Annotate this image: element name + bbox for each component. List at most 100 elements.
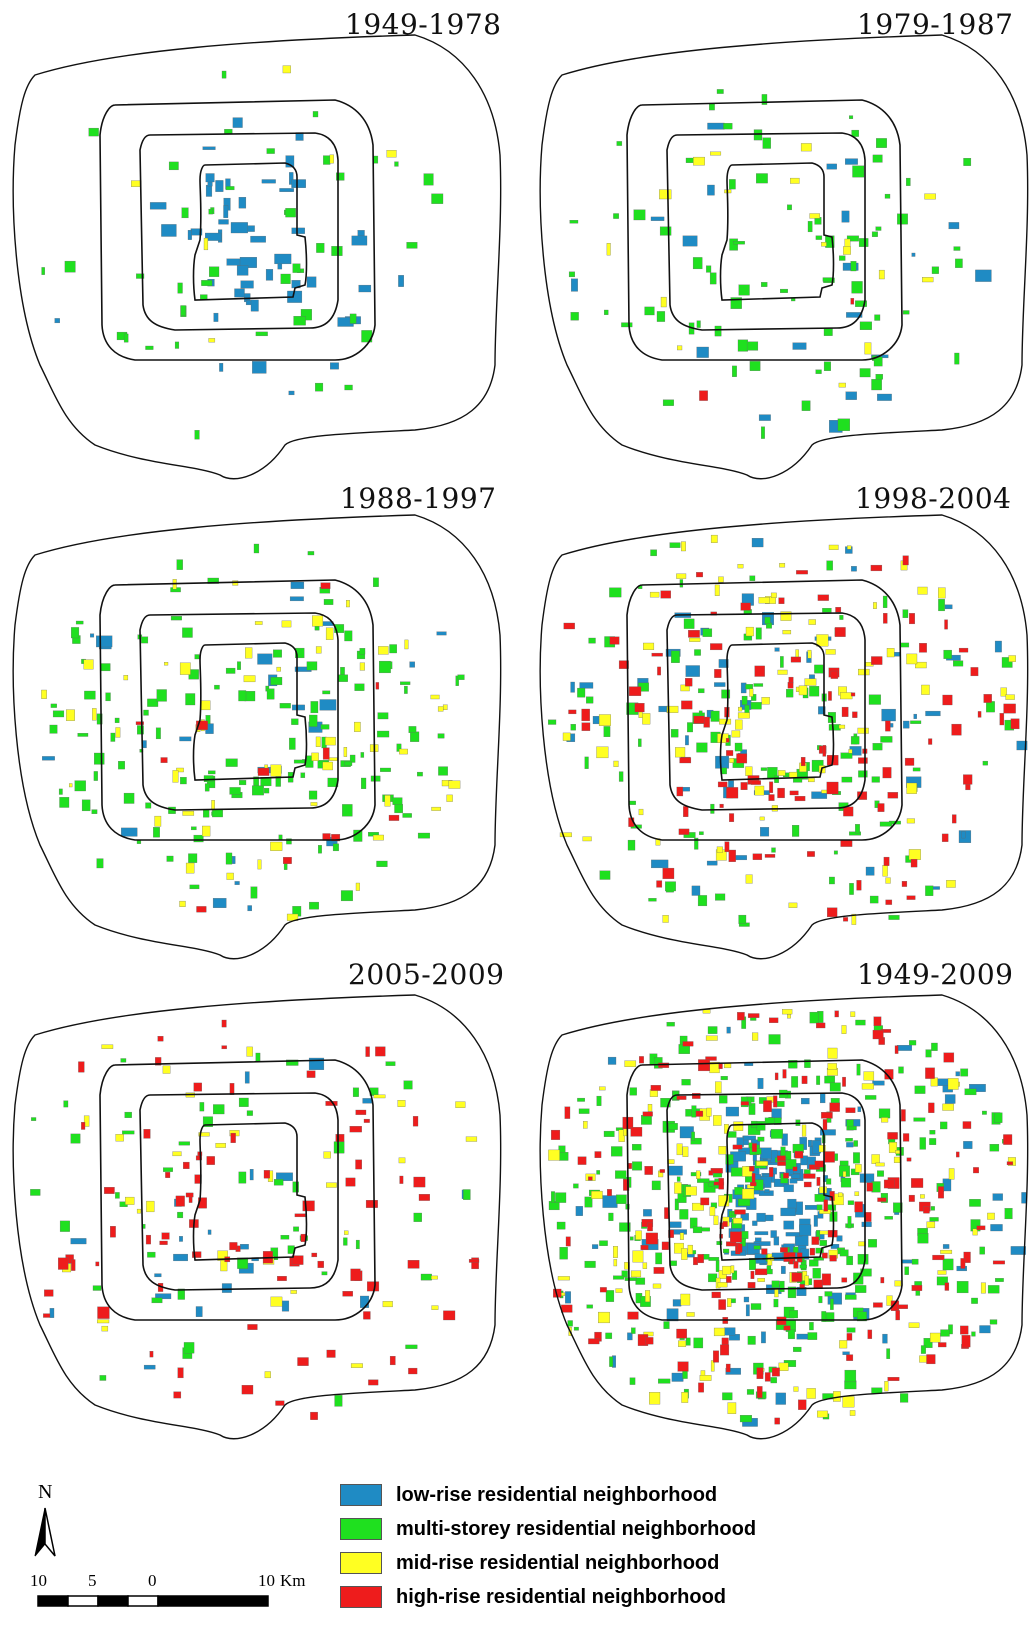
multi-rise-patch [694,649,701,656]
multi-rise-patch [884,193,891,199]
high-rise-patch [247,1324,258,1330]
high-rise-patch [883,1179,895,1189]
multi-rise-patch [860,1268,872,1277]
high-rise-patch [944,619,948,630]
multi-rise-patch [691,1105,697,1118]
multi-rise-patch [995,1278,1004,1282]
high-rise-patch [311,1252,318,1258]
low-rise-patch [221,1283,232,1293]
multi-rise-patch [706,265,712,273]
multi-rise-patch [318,845,322,854]
high-rise-patch [858,757,868,764]
multi-rise-patch [979,1246,985,1255]
high-rise-patch [682,1041,694,1047]
mid-rise-patch [635,1230,642,1240]
multi-rise-patch [829,876,835,885]
multi-rise-patch [708,1182,714,1187]
high-rise-patch [777,1161,786,1166]
mid-rise-patch [615,1288,623,1293]
multi-rise-patch [940,1121,948,1130]
low-rise-patch [789,1178,798,1184]
mid-rise-patch [777,669,788,675]
multi-rise-patch [816,1204,823,1211]
low-rise-patch [666,1308,679,1322]
mid-rise-patch [857,727,869,734]
low-rise-patch [261,179,276,184]
high-rise-patch [780,1247,788,1253]
mid-rise-patch [758,597,770,604]
multi-rise-patch [394,804,403,814]
low-rise-patch [743,1296,750,1303]
multi-rise-patch [846,1255,853,1266]
multi-rise-patch [291,718,299,725]
mid-rise-patch [613,1259,618,1267]
multi-rise-patch [618,771,624,782]
multi-rise-patch [663,1321,670,1329]
mid-rise-patch [685,1186,697,1196]
mid-rise-patch [790,177,800,184]
high-rise-patch [778,597,785,604]
multi-rise-patch [611,1146,623,1157]
low-rise-patch [925,710,941,717]
mid-rise-patch [754,785,765,796]
high-rise-patch [551,1129,561,1140]
high-rise-patch [161,1232,170,1240]
high-rise-patch [294,1213,306,1218]
multi-rise-patch [118,761,125,770]
high-rise-patch [651,652,663,657]
mid-rise-patch [315,736,321,747]
high-rise-patch [661,1241,669,1250]
low-rise-patch [360,1295,370,1308]
low-rise-patch [691,885,701,896]
multi-rise-patch [692,1226,703,1234]
high-rise-patch [693,715,705,724]
multi-rise-patch [910,720,922,724]
multi-rise-patch [253,543,260,554]
multi-rise-patch [237,661,241,670]
mid-rise-patch [681,1248,688,1260]
multi-rise-patch [75,620,84,625]
multi-rise-patch [823,361,831,371]
mid-rise-patch [864,342,872,355]
multi-rise-patch [567,1320,573,1327]
multi-rise-patch [323,155,331,165]
multi-rise-patch [723,123,733,130]
mid-rise-patch [942,1103,954,1111]
multi-rise-patch [621,322,633,328]
multi-rise-patch [124,1111,132,1118]
high-rise-patch [872,1029,884,1040]
high-rise-patch [834,1010,839,1018]
multi-rise-patch [548,719,557,725]
low-rise-patch [994,640,1002,653]
low-rise-patch [215,180,224,192]
multi-rise-patch [809,1322,814,1331]
multi-rise-patch [70,1133,81,1144]
multi-rise-patch [155,727,161,740]
multi-rise-patch [902,310,910,315]
multi-rise-patch [762,137,771,149]
multi-rise-patch [96,713,103,725]
low-rise-patch [240,280,254,289]
multi-rise-patch [868,1239,877,1248]
multi-rise-patch [925,1049,932,1058]
high-rise-patch [363,1118,370,1123]
low-rise-patch [249,1169,254,1181]
multi-rise-patch [793,1246,799,1253]
ring-road-2 [719,642,835,781]
multi-rise-patch [613,213,619,219]
multi-rise-patch [613,1275,625,1280]
mid-rise-patch [745,766,753,776]
mid-rise-patch [431,806,441,811]
high-rise-patch [408,1367,418,1375]
multi-rise-patch [293,759,305,764]
high-rise-patch [880,1277,885,1284]
map-1988-1997 [12,514,502,960]
multi-rise-patch [856,1311,867,1322]
mid-rise-patch [680,684,690,692]
high-rise-patch [771,1367,780,1377]
high-rise-patch [823,1199,828,1212]
multi-rise-patch [181,207,189,219]
multi-rise-patch [344,384,353,391]
multi-rise-patch [853,1152,860,1164]
high-rise-patch [747,1282,756,1289]
